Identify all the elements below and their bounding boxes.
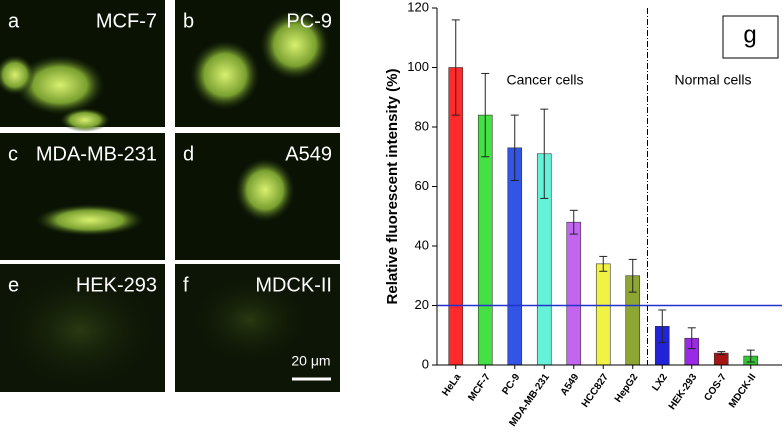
micrographs: 20 μm [0,0,340,392]
cell [0,270,160,390]
panel-letter: g [743,21,756,48]
x-tick-label: A549 [559,372,582,398]
panel-letter: c [8,143,18,165]
annotation: Normal cells [674,72,751,88]
cell [235,158,295,222]
y-tick-label: 120 [407,0,429,14]
x-tick-label: HCC827 [580,372,611,410]
x-tick-label: LX2 [650,372,670,394]
error-bar [717,351,726,356]
cell [0,55,35,95]
cell [60,108,110,132]
panel-label: MDCK-II [255,274,332,296]
panel-label: HEK-293 [76,274,157,296]
cell [35,204,145,236]
annotation: Cancer cells [506,72,583,88]
bar-chart: 0 20 40 60 80 100 120 Relative fluorescent inte… [384,0,782,429]
y-tick-label: 0 [422,356,429,371]
y-tick-label: 80 [415,118,429,133]
y-tick-label: 20 [415,297,429,312]
bar [595,263,611,366]
panel-c [0,133,165,260]
panel-letter: e [8,274,19,296]
panel-label-box [722,15,779,59]
panel-label: A549 [285,143,332,165]
y-tick-label: 100 [407,59,429,74]
bar [566,221,582,366]
error-bar [658,309,667,344]
error-bar [569,209,578,235]
panel-label: PC-9 [286,10,332,32]
x-tick-label: MCF-7 [466,372,493,404]
x-tick-label: HeLa [440,372,463,399]
error-bar [628,258,637,293]
panel-letter: a [8,10,20,32]
error-bar [599,255,608,272]
panel-letter: b [183,10,194,32]
scale-bar-label: 20 μm [291,353,330,369]
cell [190,40,260,110]
cell [260,10,330,80]
y-tick-label: 60 [415,178,429,193]
y-tick-label: 40 [415,237,429,252]
error-bar [451,19,460,116]
x-tick-label: HEK-293 [667,372,700,412]
x-tick-label: MDCK-II [727,372,758,410]
panel-label: MCF-7 [96,10,157,32]
error-bar [687,327,696,350]
panel-label: MDA-MB-231 [36,143,157,165]
panel-letter: d [183,143,194,165]
cell [15,55,105,115]
x-tick-label: HepG2 [613,372,641,405]
error-bar [540,108,549,199]
error-bar [746,349,755,363]
error-bar [510,114,519,182]
error-bar [481,72,490,158]
x-tick-label: COS-7 [702,372,729,404]
panel-letter: f [183,274,189,296]
cell [190,275,310,365]
x-tick-label: PC-9 [500,372,522,397]
y-axis-label: Relative fluorescent intensity (%) [384,69,401,305]
